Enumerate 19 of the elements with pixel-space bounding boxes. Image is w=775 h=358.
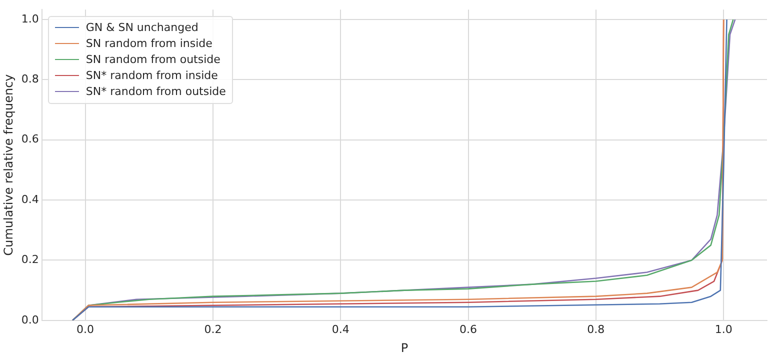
y-tick-label: 0.8 [21,72,39,86]
legend-label: GN & SN unchanged [86,21,198,34]
legend-label: SN* random from outside [86,85,226,98]
y-tick-label: 1.0 [21,12,39,26]
y-axis-title: Cumulative relative frequency [1,74,16,256]
x-axis-title: P [400,340,408,355]
x-tick-label: 1.0 [714,322,732,336]
y-tick-label: 0.6 [21,132,39,146]
x-tick-label: 0.8 [587,322,605,336]
y-tick-label: 0.2 [21,253,39,266]
x-tick-label: 0.2 [204,322,222,336]
legend-label: SN random from inside [86,37,212,50]
legend-label: SN* random from inside [86,69,218,82]
y-tick-label: 0.0 [21,313,39,326]
legend-label: SN random from outside [86,53,220,66]
y-tick-label: 0.4 [21,192,39,206]
x-tick-label: 0.0 [76,322,94,336]
x-tick-label: 0.6 [460,322,478,336]
x-tick-label: 0.4 [332,322,350,336]
